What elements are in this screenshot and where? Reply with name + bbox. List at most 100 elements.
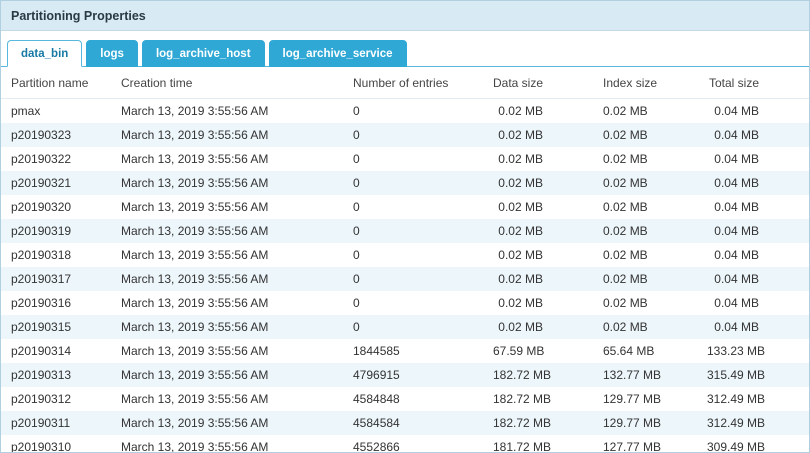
table-cell: March 13, 2019 3:55:56 AM [121,368,269,382]
table-cell: 0 [353,320,360,334]
table-cell: p20190322 [11,152,72,166]
table-cell: 0 [353,152,360,166]
table-row: p20190322 March 13, 2019 3:55:56 AM 0 0.02 … [1,147,809,171]
table-cell: March 13, 2019 3:55:56 AM [121,272,269,286]
table-cell: 0.02 MB [498,320,543,334]
table-cell: 0 [353,296,360,310]
table-cell: 0.02 MB [603,176,648,190]
tab-log_archive_host[interactable]: log_archive_host [141,40,265,67]
table-row: p20190318 March 13, 2019 3:55:56 AM 0 0.02 … [1,243,809,267]
table-cell: 0.02 MB [603,320,648,334]
table-cell: March 13, 2019 3:55:56 AM [121,200,269,214]
table-row: p20190323 March 13, 2019 3:55:56 AM 0 0.02 … [1,123,809,147]
table-cell: 0.04 MB [714,128,759,142]
table-cell: 0.02 MB [603,248,648,262]
table-cell: 0.02 MB [603,272,648,286]
table-cell: 0.04 MB [714,272,759,286]
column-header-creation-time: Creation time [111,67,343,99]
table-row: pmax March 13, 2019 3:55:56 AM 0 0.02 MB 0.0… [1,98,809,123]
table-row: p20190315 March 13, 2019 3:55:56 AM 0 0.02 … [1,315,809,339]
table-cell: 0.02 MB [603,104,648,118]
table-cell: 0.02 MB [498,296,543,310]
table-cell: 0.02 MB [498,152,543,166]
table-cell: 0.02 MB [498,248,543,262]
table-row: p20190321 March 13, 2019 3:55:56 AM 0 0.02 … [1,171,809,195]
table-cell: 4584848 [353,392,400,406]
table-cell: 0.04 MB [714,296,759,310]
table-row: p20190310 March 13, 2019 3:55:56 AM 455286… [1,435,809,452]
table-cell: p20190311 [11,416,71,430]
table-cell: 4796915 [353,368,400,382]
table-cell: 0.02 MB [498,200,543,214]
table-cell: p20190314 [11,344,72,358]
table-cell: March 13, 2019 3:55:56 AM [121,152,269,166]
table-cell: 0 [353,104,360,118]
column-header-partition-name: Partition name [1,67,111,99]
table-cell: 0.02 MB [498,104,543,118]
tab-log_archive_service[interactable]: log_archive_service [268,40,407,67]
tab-strip: data_bin logs log_archive_host log_archive_… [1,31,809,67]
table-cell: 182.72 MB [493,392,552,406]
table-cell: 0.04 MB [714,224,759,238]
table-cell: March 13, 2019 3:55:56 AM [121,344,269,358]
table-cell: 0.02 MB [498,128,543,142]
table-cell: March 13, 2019 3:55:56 AM [121,416,269,430]
table-cell: 4552866 [353,440,400,452]
table-cell: 0 [353,272,360,286]
table-cell: 0.02 MB [603,200,648,214]
table-cell: 127.77 MB [603,440,662,452]
tab-data_bin[interactable]: data_bin [7,40,83,67]
table-header-row: Partition name Creation time Number of ent… [1,67,809,99]
table-cell: 0.02 MB [603,296,648,310]
table-row: p20190320 March 13, 2019 3:55:56 AM 0 0.02 … [1,195,809,219]
table-cell: p20190310 [11,440,72,452]
table-cell: 129.77 MB [603,392,662,406]
column-header-total-size: Total size [697,67,809,99]
table-cell: March 13, 2019 3:55:56 AM [121,248,269,262]
table-cell: 0.04 MB [714,152,759,166]
table-row: p20190311 March 13, 2019 3:55:56 AM 458458… [1,411,809,435]
table-cell: 0 [353,176,360,190]
table-cell: 132.77 MB [603,368,662,382]
table-cell: 0.02 MB [603,128,648,142]
table-cell: 0 [353,248,360,262]
table-cell: p20190318 [11,248,72,262]
table-cell: 0.04 MB [714,200,759,214]
table-cell: 309.49 MB [707,440,766,452]
table-cell: p20190316 [11,296,72,310]
table-cell: 0.02 MB [603,152,648,166]
table-cell: March 13, 2019 3:55:56 AM [121,320,269,334]
table-cell: 4584584 [353,416,400,430]
table-cell: 65.64 MB [603,344,655,358]
table-row: p20190319 March 13, 2019 3:55:56 AM 0 0.02 … [1,219,809,243]
table-cell: 181.72 MB [493,440,552,452]
column-header-data-size: Data size [483,67,593,99]
tab-logs[interactable]: logs [86,40,138,67]
table-row: p20190314 March 13, 2019 3:55:56 AM 184458… [1,339,809,363]
table-cell: 182.72 MB [493,368,552,382]
table-body: pmax March 13, 2019 3:55:56 AM 0 0.02 MB 0.0… [1,98,809,452]
table-cell: 0.02 MB [498,224,543,238]
table-cell: 0.02 MB [498,176,543,190]
table-cell: 67.59 MB [493,344,545,358]
table-cell: March 13, 2019 3:55:56 AM [121,224,269,238]
table-cell: March 13, 2019 3:55:56 AM [121,296,269,310]
table-row: p20190316 March 13, 2019 3:55:56 AM 0 0.02 … [1,291,809,315]
table-cell: p20190313 [11,368,72,382]
table-cell: 0.02 MB [603,224,648,238]
table-cell: 0.02 MB [498,272,543,286]
table-cell: March 13, 2019 3:55:56 AM [121,440,269,452]
table-row: p20190317 March 13, 2019 3:55:56 AM 0 0.02 … [1,267,809,291]
table-cell: 0.04 MB [714,104,759,118]
table-cell: p20190315 [11,320,72,334]
table-cell: 0.04 MB [714,176,759,190]
table-cell: March 13, 2019 3:55:56 AM [121,392,269,406]
panel-title: Partitioning Properties [1,1,809,31]
table-cell: p20190312 [11,392,72,406]
table-cell: 133.23 MB [707,344,766,358]
table-cell: March 13, 2019 3:55:56 AM [121,104,269,118]
table-cell: p20190317 [11,272,72,286]
table-cell: 0 [353,224,360,238]
table-cell: 129.77 MB [603,416,662,430]
